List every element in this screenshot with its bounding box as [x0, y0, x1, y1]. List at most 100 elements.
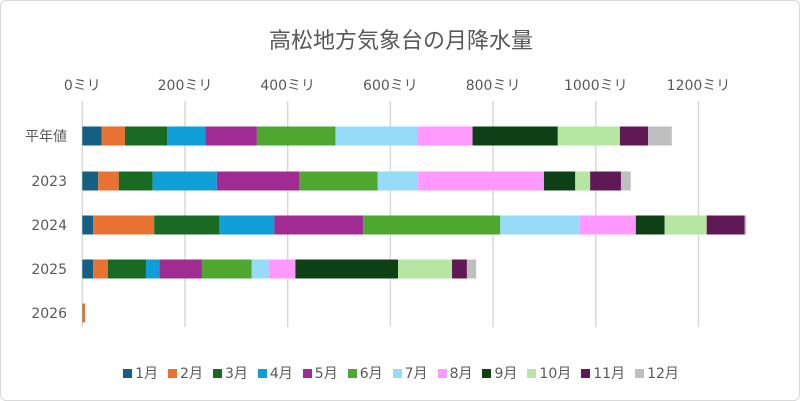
bar-segment [543, 171, 576, 191]
legend-item: 12月 [635, 363, 679, 383]
bar-segment [152, 171, 217, 191]
legend-item: 10月 [527, 363, 571, 383]
bar-segment [167, 126, 206, 146]
bar-segment [256, 126, 336, 146]
bar-segment [118, 171, 153, 191]
bar-segment [82, 303, 86, 323]
bar-segment [82, 259, 94, 279]
bar-segment [145, 259, 160, 279]
legend-swatch [482, 368, 492, 378]
bar-segment [82, 215, 94, 235]
bar-segment [251, 259, 269, 279]
bar-segment [219, 215, 275, 235]
x-tick-label: 1000ミリ [564, 78, 628, 94]
legend-label: 4月 [269, 366, 293, 382]
legend-item: 11月 [581, 363, 625, 383]
legend-item: 4月 [257, 363, 293, 383]
bar-segment [274, 215, 364, 235]
legend-item: 1月 [123, 363, 158, 383]
legend-swatch [257, 368, 267, 378]
bar-segment [82, 171, 99, 191]
legend-label: 10月 [539, 366, 572, 382]
legend-item: 7月 [392, 363, 428, 383]
x-tick-label: 1200ミリ [667, 78, 731, 94]
bar-segment [472, 126, 558, 146]
legend: 1月 2月 3月 4月 5月 6月 7月 8月 9月 10月 11月 12月 [1, 363, 799, 383]
bar-segment [82, 126, 102, 146]
bar-segment [93, 259, 108, 279]
legend-label: 7月 [404, 366, 428, 382]
bar-segment [201, 259, 252, 279]
bar-segment [706, 215, 745, 235]
bar-segment [398, 259, 453, 279]
bar-segment [452, 259, 467, 279]
bar-segment [268, 259, 296, 279]
legend-label: 11月 [593, 366, 626, 382]
legend-swatch [347, 368, 357, 378]
legend-swatch [437, 368, 447, 378]
legend-label: 2月 [180, 366, 203, 382]
legend-label: 6月 [359, 366, 383, 382]
bar-segment [635, 215, 665, 235]
legend-item: 2月 [168, 363, 203, 383]
bar-segment [154, 215, 220, 235]
legend-item: 3月 [212, 363, 248, 383]
legend-item: 5月 [302, 363, 338, 383]
x-tick-label: 0ミリ [64, 78, 101, 94]
legend-label: 5月 [314, 366, 338, 382]
legend-swatch [168, 368, 178, 378]
bar-segment [205, 126, 257, 146]
bar-segment [620, 171, 631, 191]
y-category-label: 2026 [31, 306, 67, 322]
legend-item: 9月 [482, 363, 517, 383]
bar-segment [648, 126, 672, 146]
legend-label: 9月 [494, 366, 518, 382]
legend-label: 1月 [135, 366, 159, 382]
bar-segment [744, 215, 747, 235]
y-category-label: 2025 [31, 262, 67, 278]
bar-segment [466, 259, 477, 279]
legend-label: 12月 [647, 366, 679, 382]
bar-segment [590, 171, 621, 191]
bar-segment [575, 171, 591, 191]
legend-swatch [212, 368, 222, 378]
legend-swatch [635, 368, 645, 378]
legend-item: 8月 [437, 363, 473, 383]
bar-segment [107, 259, 146, 279]
x-tick-label: 600ミリ [363, 78, 418, 94]
bar-segment [101, 126, 125, 146]
bar-segment [93, 215, 155, 235]
bar-segment [363, 215, 501, 235]
x-tick-label: 400ミリ [260, 78, 315, 94]
legend-swatch [302, 368, 312, 378]
legend-swatch [581, 368, 591, 378]
bar-segment [377, 171, 419, 191]
bar-segment [557, 126, 620, 146]
legend-swatch [527, 368, 537, 378]
bar-segment [159, 259, 202, 279]
bar-segment [216, 171, 299, 191]
bar-segment [98, 171, 119, 191]
bar-segment [579, 215, 636, 235]
legend-swatch [123, 368, 133, 378]
bar-segment [418, 171, 544, 191]
bar-segment [417, 126, 473, 146]
y-category-label: 2023 [31, 174, 67, 190]
chart-title: 高松地方気象台の月降水量 [268, 29, 533, 54]
legend-swatch [392, 368, 402, 378]
bar-segment [124, 126, 168, 146]
y-category-label: 2024 [31, 218, 67, 234]
bar-segment [664, 215, 707, 235]
bar-segment [295, 259, 399, 279]
legend-label: 8月 [449, 366, 473, 382]
x-tick-label: 200ミリ [158, 78, 213, 94]
bar-segment [500, 215, 580, 235]
bar-segment [619, 126, 649, 146]
legend-item: 6月 [347, 363, 383, 383]
bar-segment [335, 126, 418, 146]
x-tick-label: 800ミリ [466, 78, 521, 94]
y-category-label: 平年値 [25, 129, 67, 145]
legend-label: 3月 [224, 366, 248, 382]
